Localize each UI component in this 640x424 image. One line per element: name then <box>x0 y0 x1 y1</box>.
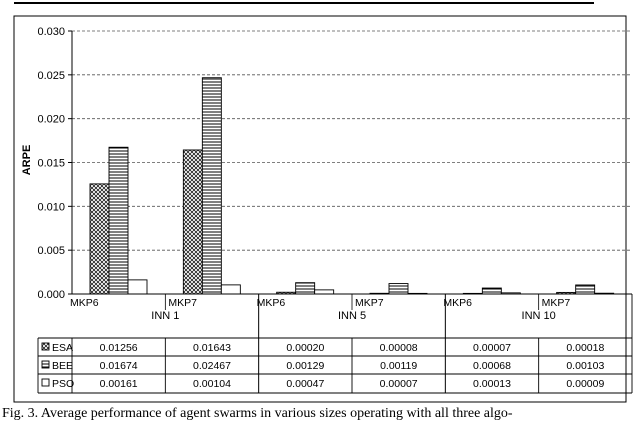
y-tick-label: 0.025 <box>37 70 65 82</box>
legend-label: PSO <box>52 378 74 390</box>
legend-label: ESA <box>52 342 73 354</box>
legend-swatch-bee <box>41 360 50 369</box>
table-cell: 0.00119 <box>380 360 417 372</box>
table-cell: 0.00013 <box>473 378 511 390</box>
bar-bee <box>108 146 129 295</box>
category-label: MKP6 <box>70 297 99 309</box>
y-tick-label: 0.020 <box>37 114 65 126</box>
bar-bee <box>201 77 222 295</box>
chart-border <box>13 15 627 403</box>
table-cell: 0.00018 <box>566 342 604 354</box>
group-label: INN 10 <box>522 310 556 322</box>
y-tick-label: 0.030 <box>37 26 65 38</box>
table-cell: 0.00103 <box>566 360 604 372</box>
table-cell: 0.01643 <box>193 342 231 354</box>
y-tick-label: 0.000 <box>37 289 65 301</box>
y-tick-label: 0.005 <box>37 245 65 257</box>
bar-pso <box>127 279 148 295</box>
table-cell: 0.02467 <box>193 360 231 372</box>
category-label: MKP6 <box>443 297 472 309</box>
bar-pso <box>314 289 335 295</box>
table-cell: 0.00008 <box>380 342 418 354</box>
table-cell: 0.00161 <box>100 378 138 390</box>
legend-swatch-pso <box>41 378 50 387</box>
table-cell: 0.00007 <box>473 342 511 354</box>
table-cell: 0.00068 <box>473 360 511 372</box>
category-label: MKP7 <box>355 297 384 309</box>
table-cell: 0.00047 <box>286 378 324 390</box>
y-tick-label: 0.015 <box>37 158 65 170</box>
bar-bee <box>481 287 502 295</box>
legend-label: BEE <box>52 360 73 372</box>
table-cell: 0.01674 <box>100 360 138 372</box>
table-cell: 0.00104 <box>193 378 231 390</box>
bar-pso <box>220 284 241 295</box>
y-tick-label: 0.010 <box>37 201 65 213</box>
bar-esa <box>89 183 110 295</box>
category-label: MKP7 <box>542 297 571 309</box>
bar-bee <box>575 284 596 295</box>
figure-caption: Fig. 3. Average performance of agent swa… <box>2 406 513 421</box>
legend-swatch-esa <box>41 342 50 351</box>
table-cell: 0.00009 <box>566 378 604 390</box>
y-axis-label: ARPE <box>21 145 33 176</box>
bar-bee <box>388 283 409 295</box>
bar-esa <box>182 149 203 295</box>
group-label: INN 1 <box>151 310 179 322</box>
table-cell: 0.00020 <box>286 342 324 354</box>
group-label: INN 5 <box>338 310 366 322</box>
category-label: MKP6 <box>257 297 286 309</box>
category-label: MKP7 <box>168 297 197 309</box>
table-cell: 0.00007 <box>380 378 418 390</box>
table-cell: 0.00129 <box>286 360 324 372</box>
table-cell: 0.01256 <box>100 342 138 354</box>
bar-bee <box>295 282 316 295</box>
